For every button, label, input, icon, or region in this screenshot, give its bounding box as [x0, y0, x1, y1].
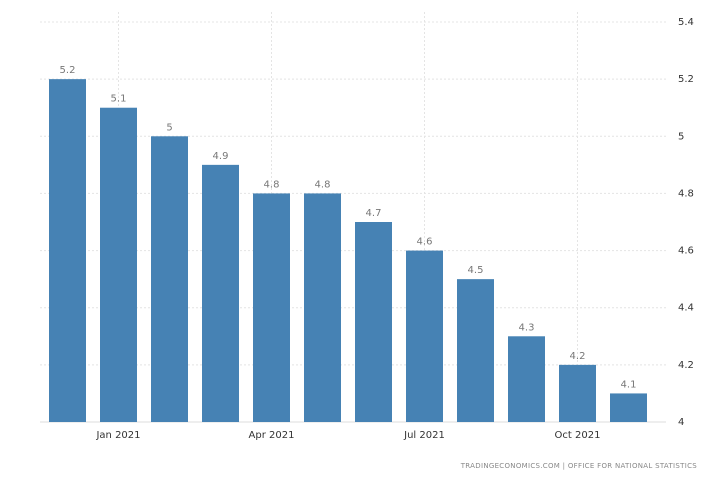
- bar: [202, 164, 239, 422]
- value-label: 5: [166, 122, 172, 133]
- bar: [610, 393, 647, 422]
- bar: [508, 336, 545, 422]
- value-label: 4.8: [315, 179, 331, 190]
- value-label: 4.1: [621, 379, 637, 390]
- x-tick-label: Apr 2021: [249, 430, 295, 441]
- bar: [559, 364, 596, 422]
- y-tick-label: 5.2: [678, 74, 694, 85]
- value-label: 4.7: [366, 208, 382, 219]
- y-tick-label: 5.4: [678, 17, 694, 28]
- source: TRADINGECONOMICS.COM | OFFICE FOR NATION…: [460, 462, 698, 470]
- bar: [151, 136, 188, 423]
- bar: [253, 193, 290, 422]
- y-tick-label: 4.4: [678, 303, 694, 314]
- bar: [304, 193, 341, 422]
- y-tick-label: 4: [678, 417, 684, 428]
- x-tick-label: Oct 2021: [555, 430, 601, 441]
- y-tick-label: 4.6: [678, 246, 694, 257]
- value-label: 4.3: [519, 322, 535, 333]
- value-label: 4.8: [264, 179, 280, 190]
- value-label: 5.2: [60, 65, 76, 76]
- bar: [49, 79, 86, 423]
- y-tick-label: 5: [678, 131, 684, 142]
- bar: [355, 222, 392, 422]
- bar: [406, 250, 443, 422]
- x-tick-label: Jul 2021: [403, 430, 445, 441]
- y-tick-label: 4.8: [678, 188, 694, 199]
- value-label: 4.2: [570, 351, 586, 362]
- bar: [100, 107, 137, 422]
- bar: [457, 279, 494, 422]
- value-label: 4.6: [417, 237, 433, 248]
- value-label: 4.9: [213, 151, 229, 162]
- value-label: 5.1: [111, 94, 127, 105]
- x-tick-label: Jan 2021: [95, 430, 140, 441]
- value-label: 4.5: [468, 265, 484, 276]
- y-tick-label: 4.2: [678, 360, 694, 371]
